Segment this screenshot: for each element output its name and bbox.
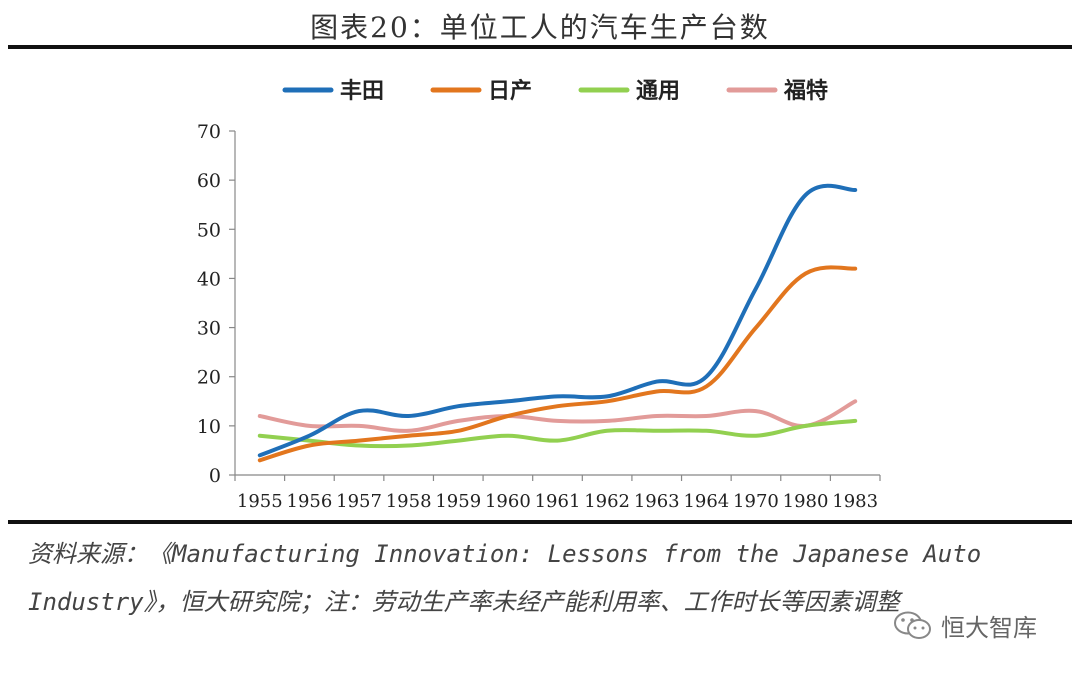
y-tick-label: 70: [197, 121, 221, 143]
legend-label: 通用: [636, 79, 680, 104]
y-tick-label: 40: [197, 268, 221, 290]
y-tick-label: 20: [197, 367, 221, 389]
bottom-rule: [8, 520, 1072, 524]
x-tick-label: 1957: [336, 491, 382, 512]
legend-label: 日产: [488, 79, 532, 104]
chart-title: 图表20：单位工人的汽车生产台数: [310, 11, 770, 44]
series-line-2: [257, 418, 858, 449]
series-line-3: [257, 399, 858, 433]
x-tick-label: 1961: [535, 491, 581, 512]
legend: 丰田 日产 通用 福特: [282, 78, 828, 104]
series-line-0: [257, 183, 858, 458]
y-tick-label: 30: [197, 318, 221, 340]
x-tick-label: 1980: [783, 491, 829, 512]
x-tick-label: 1963: [634, 491, 680, 512]
series-line-1: [257, 265, 858, 463]
x-tick-label: 1958: [386, 491, 432, 512]
line-chart: 丰田 日产 通用 福特 0 10 20 30 40 50 60 70 1955 1956 1957 1958…: [197, 78, 881, 512]
watermark: 恒大智库: [893, 608, 1037, 643]
x-tick-label: 1962: [584, 491, 630, 512]
source-note: 资料来源：《Manufacturing Innovation: Lessons …: [28, 540, 982, 616]
legend-label: 福特: [783, 78, 828, 104]
x-tick-label: 1983: [832, 491, 878, 512]
y-tick-label: 60: [197, 170, 221, 192]
watermark-text: 恒大智库: [941, 614, 1037, 642]
x-tick-label: 1964: [683, 491, 729, 512]
y-tick-label: 50: [197, 219, 221, 241]
series-lines: [257, 183, 858, 463]
x-tick-label: 1960: [485, 491, 531, 512]
legend-label: 丰田: [340, 79, 384, 104]
top-rule: [8, 45, 1072, 49]
x-tick-label: 1970: [733, 491, 779, 512]
x-tick-label: 1956: [287, 491, 333, 512]
x-tick-label: 1955: [237, 491, 283, 512]
y-tick-label: 10: [197, 416, 221, 438]
wechat-icon: [894, 611, 931, 639]
x-tick-label: 1959: [435, 491, 481, 512]
y-tick-label: 0: [209, 465, 221, 487]
